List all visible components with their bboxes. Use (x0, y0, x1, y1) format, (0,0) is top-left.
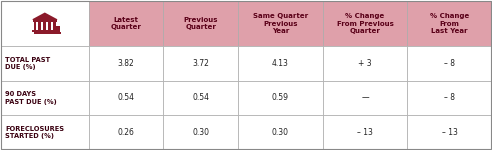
Text: – 13: – 13 (357, 128, 373, 137)
Text: % Change
From Previous
Quarter: % Change From Previous Quarter (337, 13, 394, 34)
Text: Previous
Quarter: Previous Quarter (184, 17, 218, 30)
Bar (238, 1, 323, 46)
Bar (1, 46, 89, 81)
Bar (49, 32, 61, 33)
Bar (407, 1, 492, 46)
Text: Same Quarter
Previous
Year: Same Quarter Previous Year (253, 13, 308, 34)
Bar (89, 1, 163, 46)
Text: 0.30: 0.30 (192, 128, 209, 137)
Text: % Change
From
Last Year: % Change From Last Year (430, 13, 469, 34)
Bar (323, 46, 407, 81)
Bar (1, 115, 89, 150)
Bar (34, 20, 56, 30)
Bar (1, 81, 89, 115)
Text: 4.13: 4.13 (272, 59, 289, 68)
Bar (407, 46, 492, 81)
Bar (163, 46, 238, 81)
Bar (89, 81, 163, 115)
Text: 3.82: 3.82 (118, 59, 134, 68)
Bar (51, 21, 53, 30)
Text: 0.54: 0.54 (192, 93, 209, 102)
Bar (1, 1, 89, 46)
Text: 0.26: 0.26 (118, 128, 134, 137)
Text: – 8: – 8 (444, 59, 455, 68)
Bar (238, 46, 323, 81)
Text: 0.59: 0.59 (272, 93, 289, 102)
Bar (163, 81, 238, 115)
Bar (89, 115, 163, 150)
Bar (46, 21, 48, 30)
Bar (407, 81, 492, 115)
Bar (33, 18, 57, 21)
Bar (323, 81, 407, 115)
Polygon shape (32, 12, 58, 20)
Text: 0.54: 0.54 (118, 93, 134, 102)
Bar (163, 115, 238, 150)
Bar (238, 81, 323, 115)
Bar (34, 32, 56, 33)
Bar (407, 115, 492, 150)
Bar (238, 115, 323, 150)
Text: 90 DAYS
PAST DUE (%): 90 DAYS PAST DUE (%) (5, 91, 57, 105)
Bar (323, 115, 407, 150)
Text: 3.72: 3.72 (192, 59, 209, 68)
Bar (89, 46, 163, 81)
Text: TOTAL PAST
DUE (%): TOTAL PAST DUE (%) (5, 57, 50, 70)
Text: FORECLOSURES
STARTED (%): FORECLOSURES STARTED (%) (5, 126, 64, 139)
Bar (32, 30, 58, 32)
Bar (36, 21, 38, 30)
Text: —: — (361, 93, 369, 102)
Bar (41, 21, 43, 30)
Text: Latest
Quarter: Latest Quarter (111, 17, 141, 30)
Text: – 13: – 13 (442, 128, 458, 137)
Text: – 8: – 8 (444, 93, 455, 102)
Bar (163, 1, 238, 46)
Bar (323, 1, 407, 46)
Text: 0.30: 0.30 (272, 128, 289, 137)
Text: + 3: + 3 (358, 59, 372, 68)
Bar (50, 26, 60, 32)
